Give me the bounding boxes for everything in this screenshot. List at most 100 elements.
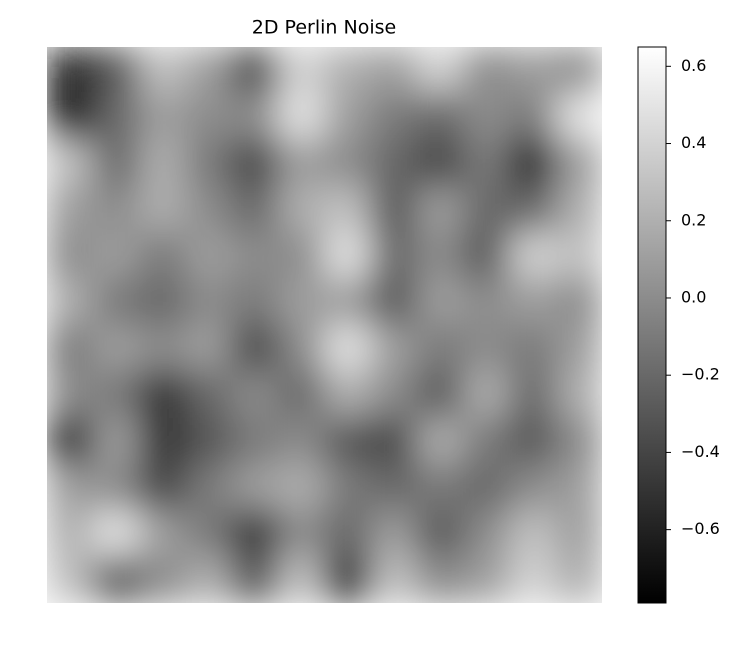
- heatmap-cell: [185, 231, 233, 280]
- heatmap-cell: [555, 92, 602, 141]
- heatmap-cell: [231, 509, 279, 558]
- heatmap-cell: [277, 139, 325, 187]
- heatmap-cell: [324, 278, 372, 326]
- heatmap-cell: [139, 417, 187, 465]
- heatmap-cell: [416, 417, 464, 465]
- heatmap-cell: [416, 47, 464, 94]
- heatmap-cell: [277, 231, 325, 280]
- colorbar-tick-label: 0.2: [681, 210, 706, 229]
- heatmap-cell: [416, 324, 464, 372]
- heatmap-cell: [509, 324, 557, 372]
- heatmap-cell: [231, 463, 279, 511]
- heatmap-cells: [47, 47, 602, 603]
- heatmap-cell: [462, 139, 510, 187]
- heatmap-cell: [462, 509, 510, 558]
- colorbar-tick-label: 0.4: [681, 133, 706, 152]
- heatmap-cell: [185, 47, 233, 94]
- heatmap-cell: [139, 278, 187, 326]
- heatmap-cell: [47, 370, 94, 419]
- colorbar-tick-label: −0.2: [681, 365, 720, 384]
- heatmap-cell: [47, 139, 94, 187]
- heatmap-cell: [509, 370, 557, 419]
- heatmap-cell: [185, 509, 233, 558]
- heatmap-cell: [462, 231, 510, 280]
- heatmap-cell: [139, 47, 187, 94]
- heatmap-cell: [509, 92, 557, 141]
- heatmap-cell: [47, 509, 94, 558]
- heatmap-cell: [231, 92, 279, 141]
- heatmap-cell: [185, 92, 233, 141]
- heatmap-cell: [416, 556, 464, 603]
- heatmap-cell: [370, 47, 418, 94]
- heatmap-cell: [139, 370, 187, 419]
- heatmap-cell: [324, 47, 372, 94]
- heatmap-cell: [509, 47, 557, 94]
- heatmap-cell: [277, 370, 325, 419]
- heatmap-cell: [139, 463, 187, 511]
- heatmap-cell: [555, 417, 602, 465]
- heatmap-cell: [92, 47, 140, 94]
- heatmap-cell: [92, 556, 140, 603]
- heatmap-cell: [416, 463, 464, 511]
- heatmap-cell: [139, 92, 187, 141]
- heatmap-cell: [47, 185, 94, 233]
- heatmap-cell: [47, 278, 94, 326]
- heatmap-cell: [509, 185, 557, 233]
- heatmap-cell: [139, 185, 187, 233]
- heatmap-cell: [185, 185, 233, 233]
- chart-title: 2D Perlin Noise: [252, 17, 396, 39]
- heatmap-cell: [370, 463, 418, 511]
- heatmap-cell: [231, 370, 279, 419]
- heatmap-cell: [92, 370, 140, 419]
- heatmap-cell: [462, 370, 510, 419]
- heatmap-cell: [92, 231, 140, 280]
- heatmap-cell: [92, 324, 140, 372]
- heatmap-cell: [277, 278, 325, 326]
- heatmap-cell: [231, 278, 279, 326]
- colorbar-tick-label: −0.4: [681, 442, 720, 461]
- heatmap-cell: [231, 185, 279, 233]
- heatmap-cell: [462, 47, 510, 94]
- heatmap-cell: [277, 324, 325, 372]
- heatmap-cell: [47, 47, 94, 94]
- heatmap-cell: [231, 47, 279, 94]
- heatmap-cell: [555, 139, 602, 187]
- heatmap-cell: [277, 463, 325, 511]
- heatmap-cell: [416, 231, 464, 280]
- heatmap-cell: [277, 92, 325, 141]
- heatmap-cell: [555, 509, 602, 558]
- heatmap-cell: [139, 556, 187, 603]
- heatmap-cell: [555, 463, 602, 511]
- heatmap-cell: [462, 417, 510, 465]
- heatmap-cell: [555, 185, 602, 233]
- heatmap-cell: [185, 324, 233, 372]
- heatmap-cell: [277, 47, 325, 94]
- heatmap-cell: [139, 139, 187, 187]
- heatmap-cell: [47, 231, 94, 280]
- heatmap-cell: [92, 463, 140, 511]
- heatmap-cell: [555, 47, 602, 94]
- heatmap-cell: [509, 463, 557, 511]
- heatmap-cell: [462, 463, 510, 511]
- heatmap-cell: [231, 231, 279, 280]
- heatmap-cell: [231, 556, 279, 603]
- heatmap-cell: [416, 278, 464, 326]
- heatmap-cell: [92, 509, 140, 558]
- heatmap-cell: [231, 139, 279, 187]
- heatmap-cell: [185, 370, 233, 419]
- heatmap-cell: [324, 463, 372, 511]
- heatmap-cell: [47, 556, 94, 603]
- heatmap-cell: [92, 417, 140, 465]
- heatmap-cell: [370, 278, 418, 326]
- heatmap: [47, 47, 602, 603]
- heatmap-cell: [555, 324, 602, 372]
- colorbar-tick-label: 0.0: [681, 287, 706, 306]
- heatmap-cell: [462, 556, 510, 603]
- heatmap-cell: [277, 185, 325, 233]
- colorbar-tick-label: −0.6: [681, 519, 720, 538]
- heatmap-cell: [324, 556, 372, 603]
- heatmap-cell: [555, 370, 602, 419]
- heatmap-cell: [47, 463, 94, 511]
- heatmap-cell: [92, 185, 140, 233]
